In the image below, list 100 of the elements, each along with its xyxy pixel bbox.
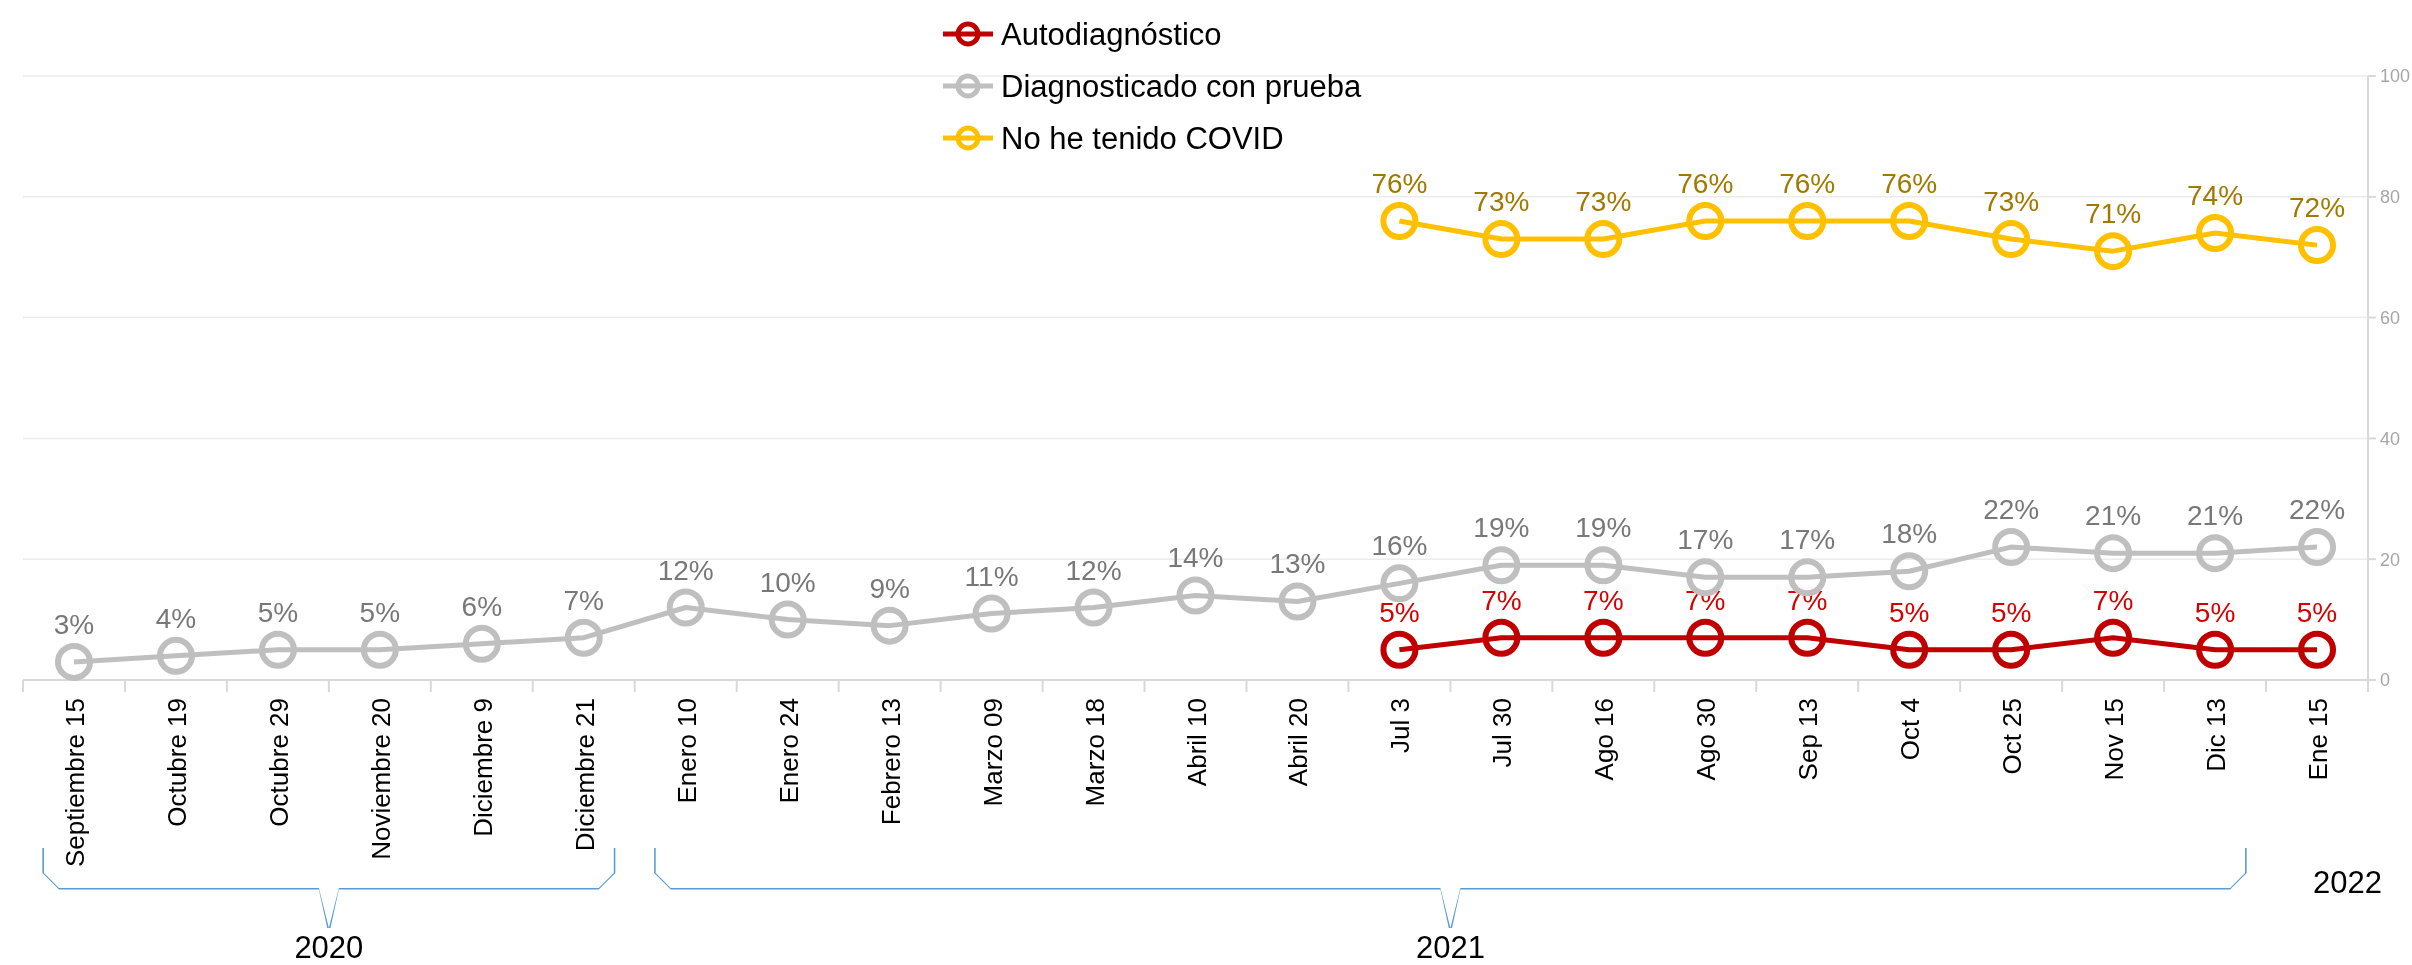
data-label: 7% — [563, 584, 604, 616]
point — [1278, 582, 1317, 621]
x-tick-label: Noviembre 20 — [365, 698, 396, 860]
x-tick-label: Septiembre 15 — [59, 698, 90, 868]
x-tick-label: Marzo 09 — [977, 698, 1008, 807]
point — [1482, 618, 1521, 657]
data-label: 17% — [1677, 524, 1734, 556]
data-label: 19% — [1473, 512, 1530, 544]
point — [1176, 576, 1215, 615]
point — [2196, 630, 2235, 669]
x-tick-label: Enero 10 — [671, 698, 702, 804]
point — [1992, 528, 2031, 567]
x-tick-label: Jul 3 — [1385, 698, 1416, 753]
data-label: 3% — [53, 608, 95, 640]
point — [2094, 618, 2133, 657]
point — [2196, 534, 2235, 573]
data-label: 76% — [1779, 167, 1836, 199]
y-tick-label: 40 — [2380, 428, 2401, 449]
data-label: 73% — [1983, 186, 2040, 218]
data-label: 22% — [1983, 494, 2040, 526]
y-tick-label: 0 — [2380, 670, 2391, 691]
point — [1482, 220, 1521, 259]
point — [1788, 201, 1827, 240]
x-tick-label: Enero 24 — [773, 698, 804, 804]
y-tick-label: 20 — [2380, 549, 2401, 570]
point — [1074, 588, 1113, 627]
data-label: 6% — [461, 590, 503, 622]
x-tick-label: Diciembre 9 — [467, 698, 498, 837]
legend-label: Autodiagnóstico — [1001, 16, 1222, 52]
x-tick-label: Marzo 18 — [1079, 698, 1110, 807]
point — [156, 636, 195, 675]
data-label: 73% — [1575, 186, 1632, 218]
text: 2022 — [2313, 865, 2383, 900]
data-label: 7% — [2092, 584, 2134, 616]
y-tick-label: 60 — [2380, 307, 2401, 328]
point — [2298, 630, 2337, 669]
point — [54, 642, 93, 681]
x-tick-label: Ago 16 — [1589, 698, 1620, 781]
point — [1890, 630, 1929, 669]
data-label: 5% — [1888, 596, 1930, 628]
point — [1788, 618, 1827, 657]
legend-label: No he tenido COVID — [1001, 120, 1284, 156]
data-label: 13% — [1269, 548, 1326, 580]
data-label: 18% — [1881, 518, 1938, 550]
x-tick-label: Octubre 19 — [161, 698, 192, 827]
point — [1380, 564, 1419, 603]
point — [1482, 546, 1521, 585]
data-label: 7% — [1481, 584, 1522, 616]
x-tick-label: Sep 13 — [1793, 698, 1824, 781]
data-label: 72% — [2289, 192, 2346, 224]
data-label: 19% — [1575, 512, 1632, 544]
data-label: 74% — [2187, 180, 2244, 212]
point — [2298, 528, 2337, 567]
point — [258, 630, 297, 669]
data-label: 16% — [1371, 530, 1428, 562]
point — [1890, 552, 1929, 591]
text: 2021 — [1415, 930, 1485, 965]
point — [2196, 214, 2235, 253]
legend-label: Diagnosticado con prueba — [1001, 68, 1362, 104]
data-label: 10% — [759, 566, 816, 598]
point — [2094, 534, 2133, 573]
text: 2020 — [294, 930, 364, 965]
x-tick-label: Abril 20 — [1283, 698, 1314, 787]
point — [564, 618, 603, 657]
data-label: 5% — [1379, 596, 1420, 628]
x-tick-label: Ago 30 — [1691, 698, 1722, 781]
point — [2094, 232, 2133, 271]
data-label: 21% — [2187, 500, 2244, 532]
point — [666, 588, 705, 627]
data-label: 5% — [2296, 596, 2338, 628]
x-tick-label: Dic 13 — [2201, 698, 2232, 772]
x-tick-label: Ene 15 — [2303, 698, 2334, 781]
point — [1890, 201, 1929, 240]
point — [1380, 201, 1419, 240]
data-label: 76% — [1881, 167, 1938, 199]
data-label: 14% — [1167, 542, 1224, 574]
point — [1686, 618, 1725, 657]
data-label: 9% — [869, 572, 910, 604]
data-label: 21% — [2085, 500, 2142, 532]
data-label: 22% — [2289, 494, 2346, 526]
point — [1584, 220, 1623, 259]
x-tick-label: Oct 25 — [1997, 698, 2028, 775]
y-tick-label: 100 — [2380, 66, 2411, 87]
point — [1992, 630, 2031, 669]
y-tick-label: 80 — [2380, 187, 2401, 208]
data-label: 71% — [2085, 198, 2142, 230]
point — [870, 606, 909, 645]
point — [1584, 546, 1623, 585]
data-label: 12% — [1065, 554, 1122, 586]
data-label: 4% — [155, 602, 197, 634]
data-label: 76% — [1371, 167, 1428, 199]
x-tick-label: Jul 30 — [1487, 698, 1518, 768]
data-label: 12% — [657, 554, 714, 586]
data-label: 5% — [359, 596, 401, 628]
x-tick-label: Febrero 13 — [875, 698, 906, 826]
point — [1992, 220, 2031, 259]
point — [1380, 630, 1419, 669]
point — [1686, 201, 1725, 240]
x-tick-label: Octubre 29 — [263, 698, 294, 827]
x-tick-label: Oct 4 — [1895, 698, 1926, 761]
